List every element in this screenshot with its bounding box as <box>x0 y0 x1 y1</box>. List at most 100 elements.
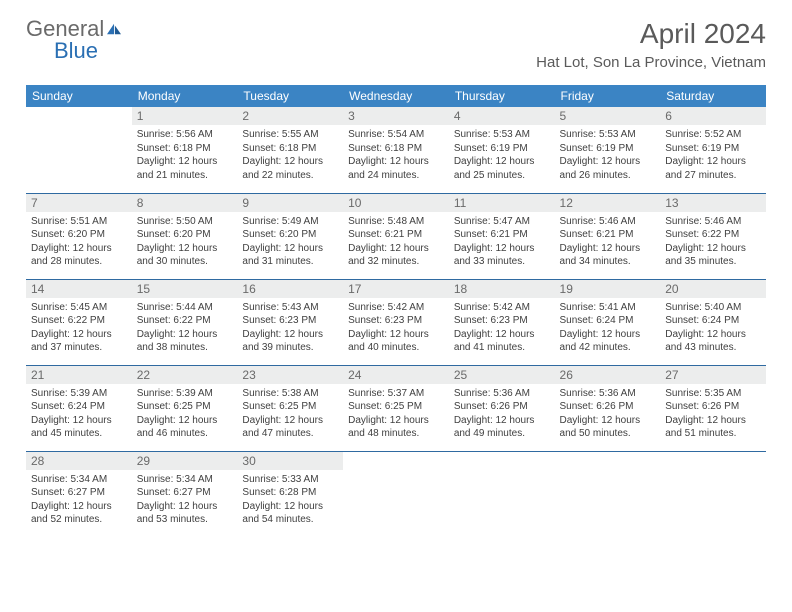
day-line: Sunset: 6:22 PM <box>665 228 761 242</box>
location: Hat Lot, Son La Province, Vietnam <box>536 54 766 71</box>
day-line: and 48 minutes. <box>348 427 444 441</box>
day-line: Sunrise: 5:53 AM <box>454 128 550 142</box>
day-line: Daylight: 12 hours <box>31 414 127 428</box>
day-line: and 32 minutes. <box>348 255 444 269</box>
day-number: 6 <box>660 107 766 125</box>
calendar-cell: 6Sunrise: 5:52 AMSunset: 6:19 PMDaylight… <box>660 107 766 193</box>
day-body: Sunrise: 5:54 AMSunset: 6:18 PMDaylight:… <box>343 125 449 186</box>
weekday-header: Tuesday <box>237 85 343 107</box>
day-line: Daylight: 12 hours <box>665 328 761 342</box>
day-line: Sunrise: 5:47 AM <box>454 215 550 229</box>
day-body: Sunrise: 5:48 AMSunset: 6:21 PMDaylight:… <box>343 212 449 273</box>
day-body: Sunrise: 5:42 AMSunset: 6:23 PMDaylight:… <box>449 298 555 359</box>
weekday-header: Sunday <box>26 85 132 107</box>
calendar-row: 7Sunrise: 5:51 AMSunset: 6:20 PMDaylight… <box>26 193 766 279</box>
day-line: Daylight: 12 hours <box>348 155 444 169</box>
day-number: 16 <box>237 280 343 298</box>
day-line: Sunset: 6:21 PM <box>348 228 444 242</box>
day-line: Daylight: 12 hours <box>137 414 233 428</box>
day-line: Daylight: 12 hours <box>560 328 656 342</box>
calendar-cell: 27Sunrise: 5:35 AMSunset: 6:26 PMDayligh… <box>660 365 766 451</box>
calendar-cell: . <box>555 451 661 537</box>
day-line: Sunset: 6:23 PM <box>454 314 550 328</box>
header: GeneralBlue April 2024 Hat Lot, Son La P… <box>0 0 792 77</box>
day-line: Sunset: 6:27 PM <box>137 486 233 500</box>
day-line: Sunrise: 5:34 AM <box>137 473 233 487</box>
calendar-cell: 9Sunrise: 5:49 AMSunset: 6:20 PMDaylight… <box>237 193 343 279</box>
day-line: Sunset: 6:21 PM <box>454 228 550 242</box>
day-body: Sunrise: 5:39 AMSunset: 6:25 PMDaylight:… <box>132 384 238 445</box>
day-line: and 39 minutes. <box>242 341 338 355</box>
day-body: Sunrise: 5:34 AMSunset: 6:27 PMDaylight:… <box>132 470 238 531</box>
calendar-cell: 10Sunrise: 5:48 AMSunset: 6:21 PMDayligh… <box>343 193 449 279</box>
day-body: Sunrise: 5:35 AMSunset: 6:26 PMDaylight:… <box>660 384 766 445</box>
day-body: Sunrise: 5:53 AMSunset: 6:19 PMDaylight:… <box>555 125 661 186</box>
day-number: 22 <box>132 366 238 384</box>
calendar-cell: . <box>660 451 766 537</box>
day-line: Sunrise: 5:34 AM <box>31 473 127 487</box>
day-line: Daylight: 12 hours <box>137 500 233 514</box>
day-line: and 25 minutes. <box>454 169 550 183</box>
day-line: Sunrise: 5:56 AM <box>137 128 233 142</box>
day-number: 29 <box>132 452 238 470</box>
day-line: Sunset: 6:26 PM <box>560 400 656 414</box>
day-line: and 40 minutes. <box>348 341 444 355</box>
day-line: and 42 minutes. <box>560 341 656 355</box>
day-line: Sunset: 6:23 PM <box>348 314 444 328</box>
day-line: and 31 minutes. <box>242 255 338 269</box>
day-line: Sunset: 6:20 PM <box>31 228 127 242</box>
day-number: 21 <box>26 366 132 384</box>
calendar-cell: 19Sunrise: 5:41 AMSunset: 6:24 PMDayligh… <box>555 279 661 365</box>
day-line: and 41 minutes. <box>454 341 550 355</box>
calendar-cell: 14Sunrise: 5:45 AMSunset: 6:22 PMDayligh… <box>26 279 132 365</box>
day-body: Sunrise: 5:52 AMSunset: 6:19 PMDaylight:… <box>660 125 766 186</box>
calendar-cell: 1Sunrise: 5:56 AMSunset: 6:18 PMDaylight… <box>132 107 238 193</box>
day-number: 3 <box>343 107 449 125</box>
day-line: Sunset: 6:24 PM <box>665 314 761 328</box>
day-number: 20 <box>660 280 766 298</box>
calendar-cell: 28Sunrise: 5:34 AMSunset: 6:27 PMDayligh… <box>26 451 132 537</box>
day-line: Daylight: 12 hours <box>454 155 550 169</box>
day-line: Sunset: 6:23 PM <box>242 314 338 328</box>
day-line: Sunrise: 5:53 AM <box>560 128 656 142</box>
day-number: 24 <box>343 366 449 384</box>
calendar-cell: 30Sunrise: 5:33 AMSunset: 6:28 PMDayligh… <box>237 451 343 537</box>
month-title: April 2024 <box>536 18 766 50</box>
day-body: Sunrise: 5:44 AMSunset: 6:22 PMDaylight:… <box>132 298 238 359</box>
day-line: and 38 minutes. <box>137 341 233 355</box>
calendar-cell: 11Sunrise: 5:47 AMSunset: 6:21 PMDayligh… <box>449 193 555 279</box>
day-line: Sunrise: 5:40 AM <box>665 301 761 315</box>
day-line: and 37 minutes. <box>31 341 127 355</box>
day-line: Daylight: 12 hours <box>560 155 656 169</box>
day-line: Sunrise: 5:39 AM <box>137 387 233 401</box>
day-line: Sunset: 6:19 PM <box>454 142 550 156</box>
day-line: Daylight: 12 hours <box>242 242 338 256</box>
day-line: and 53 minutes. <box>137 513 233 527</box>
day-line: Daylight: 12 hours <box>242 500 338 514</box>
weekday-header-row: Sunday Monday Tuesday Wednesday Thursday… <box>26 85 766 107</box>
calendar-cell: 18Sunrise: 5:42 AMSunset: 6:23 PMDayligh… <box>449 279 555 365</box>
day-line: Daylight: 12 hours <box>348 414 444 428</box>
calendar-cell: 2Sunrise: 5:55 AMSunset: 6:18 PMDaylight… <box>237 107 343 193</box>
calendar-cell: 12Sunrise: 5:46 AMSunset: 6:21 PMDayligh… <box>555 193 661 279</box>
day-line: Sunset: 6:18 PM <box>348 142 444 156</box>
day-line: Daylight: 12 hours <box>454 242 550 256</box>
day-body: Sunrise: 5:46 AMSunset: 6:22 PMDaylight:… <box>660 212 766 273</box>
calendar-cell: 29Sunrise: 5:34 AMSunset: 6:27 PMDayligh… <box>132 451 238 537</box>
weekday-header: Wednesday <box>343 85 449 107</box>
day-line: Sunset: 6:19 PM <box>665 142 761 156</box>
calendar-cell: 7Sunrise: 5:51 AMSunset: 6:20 PMDaylight… <box>26 193 132 279</box>
day-line: Sunset: 6:28 PM <box>242 486 338 500</box>
day-line: Sunset: 6:25 PM <box>242 400 338 414</box>
weekday-header: Friday <box>555 85 661 107</box>
day-line: Sunset: 6:25 PM <box>137 400 233 414</box>
day-body: Sunrise: 5:51 AMSunset: 6:20 PMDaylight:… <box>26 212 132 273</box>
calendar-cell: 3Sunrise: 5:54 AMSunset: 6:18 PMDaylight… <box>343 107 449 193</box>
day-number: 19 <box>555 280 661 298</box>
day-body: Sunrise: 5:55 AMSunset: 6:18 PMDaylight:… <box>237 125 343 186</box>
calendar-cell: 4Sunrise: 5:53 AMSunset: 6:19 PMDaylight… <box>449 107 555 193</box>
day-line: Sunrise: 5:42 AM <box>348 301 444 315</box>
day-line: Sunset: 6:21 PM <box>560 228 656 242</box>
day-body: Sunrise: 5:47 AMSunset: 6:21 PMDaylight:… <box>449 212 555 273</box>
logo-sail-icon <box>105 18 123 40</box>
